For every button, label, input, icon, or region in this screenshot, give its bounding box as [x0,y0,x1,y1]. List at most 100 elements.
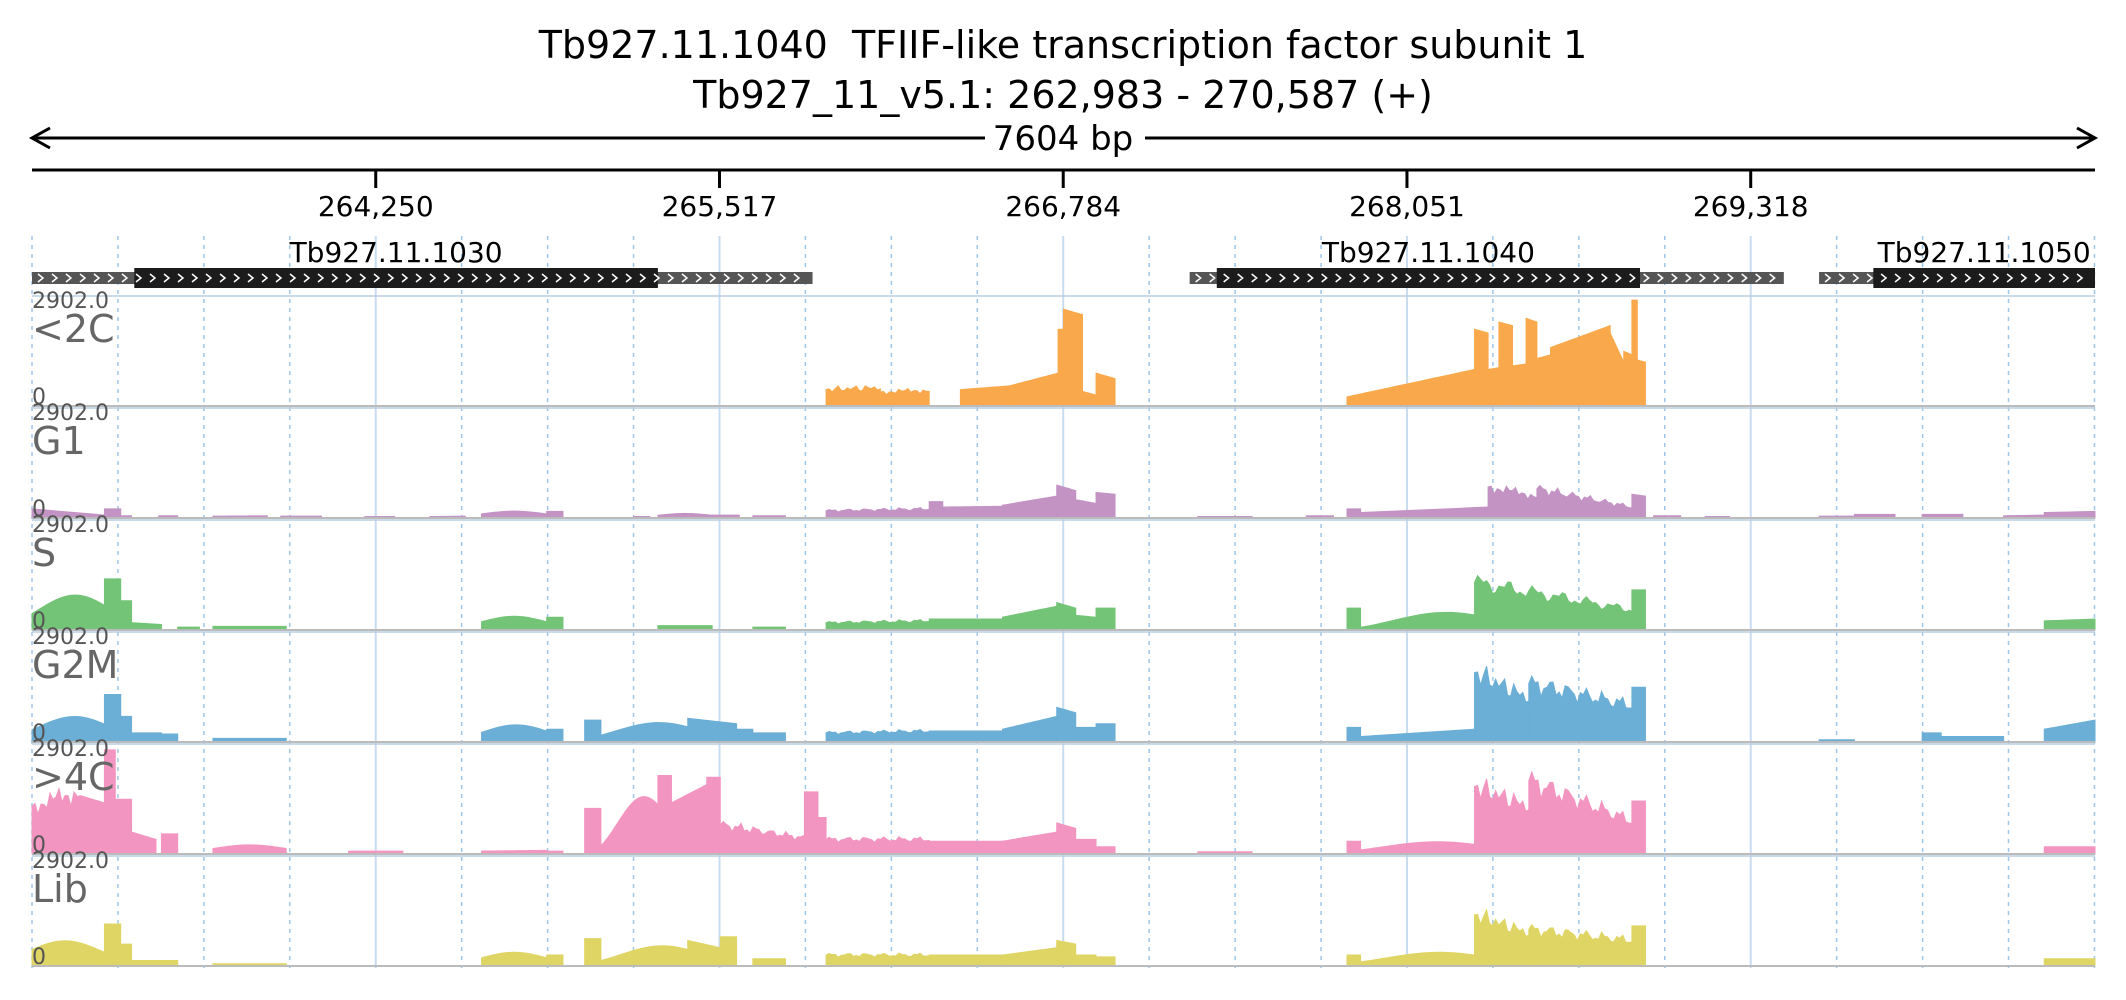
coverage-area [1360,951,1476,967]
axis-tick-label: 269,318 [1693,190,1809,223]
track-name: S [32,531,56,575]
coverage-area [2043,958,2096,967]
coverage-area [825,728,930,743]
coverage-area [2043,510,2096,519]
track-ymax-label: 2902.0 [32,849,109,874]
coverage-area [817,816,827,855]
track-ymax-label: 2902.0 [32,289,109,314]
coverage-area [546,954,564,967]
coverage-area [1095,372,1116,407]
coverage-area [160,960,179,967]
track-ymax-label: 2902.0 [32,737,109,762]
coverage-area [1346,368,1476,407]
coverage-area [1056,601,1077,631]
coverage-area [600,796,659,855]
coverage-track: 2902.0G1 0 [31,401,2096,522]
coverage-area [687,939,721,967]
gene-label: Tb927.11.1030 [289,236,503,269]
coverage-area [879,387,930,407]
coverage-area [2043,846,2096,855]
track-ymin-label: 0 [32,833,46,858]
coverage-area [1001,495,1058,519]
coverage-area [1346,840,1362,855]
gene-strand-arrows [1195,273,1776,283]
coverage-area [1623,350,1633,407]
coverage-area [600,722,689,743]
coverage-area [212,844,287,855]
coverage-area [31,594,105,631]
axis-tick-label: 264,250 [318,190,434,223]
gene-label: Tb927.11.1050 [1877,236,2091,269]
coverage-area [1075,726,1097,743]
coverage-area [120,600,133,631]
coverage-area [1346,607,1362,631]
coverage-area [1549,324,1611,407]
track-ymax-label: 2902.0 [32,625,109,650]
coverage-area [1921,732,1942,743]
coverage-area [31,940,105,967]
coverage-area [657,512,713,519]
coverage-area [1001,715,1058,743]
coverage-area [1075,614,1097,631]
track-ymin-label: 0 [32,385,46,410]
axis-tick-label: 266,784 [1005,190,1121,223]
coverage-area [1536,354,1551,407]
coverage-area [1474,778,1530,855]
coverage-area [928,730,1003,743]
coverage-area [1095,607,1116,631]
gene-cds [1216,268,1641,288]
coverage-area [103,508,122,519]
coverage-area [959,385,1010,407]
coverage-area [657,774,672,855]
coordinate-axis: 264,250 265,517 266,784 268,051 269,318 [32,168,2095,223]
coverage-area [928,954,1003,967]
coverage-area [1008,372,1059,407]
coverage-area [719,936,738,967]
coverage-area [1360,611,1476,631]
coverage-area [657,625,713,631]
coverage-area [1360,841,1476,855]
track-ymin-label: 0 [32,609,46,634]
coverage-area [1536,484,1633,519]
coverage-area [79,794,105,855]
coverage-area [1095,491,1116,519]
coverage-area [825,836,930,855]
gene-track: Tb927.11.1030 Tb927.11.1040 Tb927.11.1050 [32,236,2095,288]
coverage-area [31,786,81,855]
coverage-area [1346,954,1362,967]
span-arrow-left [28,126,51,150]
coverage-area [1631,589,1646,631]
coverage-area [803,791,819,855]
coverage-area [1075,838,1097,855]
gene-cds [134,268,658,288]
track-ymin-label: 0 [32,721,46,746]
coverage-area [1360,506,1489,519]
coverage-area [1528,923,1633,967]
coverage-area [546,510,564,519]
coverage-area [1056,706,1077,743]
span-arrow-right [2076,126,2099,150]
track-name: G2M [32,643,118,687]
coverage-area [1487,367,1500,407]
chart-title: Tb927.11.1040 TFIIF-like transcription f… [538,23,1588,67]
coverage-area [825,506,930,519]
track-name: <2C [32,307,115,351]
coverage-area [752,732,786,743]
coverage-area [670,783,708,855]
coverage-area [1063,308,1083,407]
coverage-area [1528,674,1633,743]
coverage-area [1095,846,1116,855]
coverage-area [1631,357,1646,407]
coverage-area [1512,363,1527,407]
coverage-area [546,616,564,631]
coverage-area [1081,390,1097,407]
coverage-track: 2902.0S 0 [31,513,2096,634]
coverage-area [1346,726,1362,743]
coverage-area [1056,822,1077,855]
coverage-area [600,945,689,967]
coverage-area [1631,493,1646,519]
coverage-area [1075,499,1097,519]
